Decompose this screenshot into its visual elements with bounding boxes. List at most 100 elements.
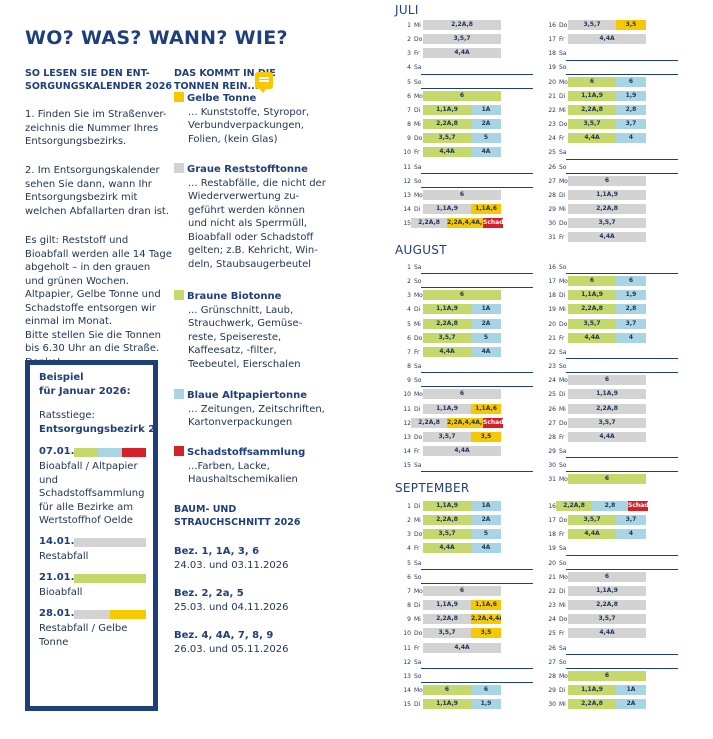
empty-day-line (421, 73, 533, 75)
color-bar-bio (74, 448, 98, 457)
weekday: Do (559, 121, 568, 129)
day-number: 17 (548, 36, 556, 44)
pickup-grau-segment: 6 (423, 189, 501, 200)
how-to-heading-line: SO LESEN SIE DEN ENT- (25, 68, 150, 79)
blue-square-icon (174, 389, 184, 399)
calendar-day-row: 7 Di 1,1A,9 1A (395, 104, 533, 117)
weekday: So (414, 278, 422, 286)
weekday: Sa (559, 447, 567, 455)
text-line: Schadstoffe entsorgen wir (25, 302, 156, 314)
day-number: 11 (403, 644, 411, 652)
empty-day-line (566, 273, 678, 275)
tree-entry-label: Bez. 1, 1A, 3, 6 (174, 546, 260, 557)
color-bar-papier (98, 448, 122, 457)
calendar-day-row: 3 Mo 6 (395, 289, 533, 302)
weekday: Sa (414, 163, 422, 171)
pickup-rot-segment: Schadst. (628, 501, 648, 511)
pickup-grun-segment: 4,4A (568, 133, 616, 144)
weekday: Mi (414, 616, 421, 624)
pickup-gelb-segment: 3,5 (616, 20, 646, 30)
day-number: 21 (548, 334, 556, 342)
weekday: Fr (414, 545, 420, 553)
pickup-grau-segment: 6 (568, 571, 646, 582)
text-line: STRAUCHSCHNITT 2026 (174, 517, 301, 528)
color-bar-schadstoff (122, 448, 146, 457)
pickup-grun-segment: 6 (423, 684, 471, 695)
weekday: Di (559, 391, 566, 399)
day-number: 10 (403, 391, 411, 399)
weekday: Mi (414, 320, 421, 328)
example-entry-text: Restabfall (39, 551, 89, 562)
text-line: Kaffeesatz, -filter, (188, 345, 277, 356)
pickup-grun-segment: 2,2A,8 (556, 501, 592, 511)
tree-entry: Bez. 2, 2a, 5 25.03. und 04.11.2026 (174, 587, 288, 614)
day-number: 28 (548, 672, 556, 680)
pickup-grun-segment: 2,2A,8 (423, 318, 471, 329)
weekday: Di (414, 205, 421, 213)
weekday: Fr (559, 334, 565, 342)
day-number: 6 (407, 334, 411, 342)
weekday: Mo (414, 92, 423, 100)
how-to-rules: Es gilt: Reststoff und Bioabfall werden … (25, 234, 172, 369)
calendar-day-row: 18 Fr 4,4A 4 (540, 528, 678, 541)
text-line: TONNEN REIN... (174, 81, 259, 92)
day-number: 25 (548, 391, 556, 399)
empty-day-line (421, 568, 533, 570)
pickup-blau-segment: 4 (616, 529, 646, 540)
pickup-grau-segment: 1,1A,9 (568, 189, 646, 200)
calendar-day-row: 16 So (540, 261, 678, 275)
weekday: Mo (559, 78, 568, 86)
day-number: 27 (548, 419, 556, 427)
text-line: 1. Finden Sie im Straßenver- (25, 109, 167, 120)
weekday: So (559, 658, 567, 666)
day-number: 19 (548, 64, 556, 72)
text-line: Haushaltschemikalien (188, 474, 298, 485)
calendar-day-row: 29 Sa (540, 445, 678, 459)
example-street: Ratsstiege: (39, 410, 95, 421)
pickup-grau-segment: 2,2A,8 (423, 20, 501, 30)
example-entry-text: Bioabfall (39, 587, 83, 598)
calendar-day-row: 11 Fr 4,4A (395, 642, 533, 655)
example-box: Beispiel für Januar 2026: Ratsstiege: En… (25, 360, 158, 711)
weekday: Mo (559, 177, 568, 185)
day-number: 12 (403, 419, 411, 427)
weekday: Sa (559, 149, 567, 157)
bin-altpapier: Blaue Altpapiertonne ... Zeitungen, Zeit… (174, 389, 325, 430)
pickup-gelb-segment: 3,5 (471, 628, 501, 639)
text-line: Strauchwerk, Gemüse- (188, 318, 303, 329)
pickup-grun-segment: 4,4A (568, 332, 616, 343)
calendar-day-row: 23 Do 3,5,7 3,7 (540, 118, 678, 131)
weekday: So (414, 377, 422, 385)
text-line: Schadstoffsammlung (39, 488, 145, 499)
pickup-blau-segment: 5 (471, 529, 501, 540)
text-line: welchen Abfallarten dran ist. (25, 205, 170, 217)
day-number: 8 (407, 121, 411, 129)
calendar-day-row: 30 Mi 2,2A,8 2A (540, 698, 678, 711)
pickup-gelb-segment: 1,1A,6 (471, 600, 501, 611)
empty-day-line (566, 158, 678, 160)
pickup-gelb-segment: 1,1A,6 (471, 403, 501, 414)
weekday: Do (414, 334, 423, 342)
text-line: und grünen Wochen. (25, 275, 129, 287)
weekday: Fr (414, 644, 420, 652)
tree-entry-label: Bez. 4, 4A, 7, 8, 9 (174, 630, 274, 641)
day-number: 6 (407, 573, 411, 581)
calendar-day-row: 27 Do 3,5,7 (540, 417, 678, 430)
weekday: So (414, 672, 422, 680)
calendar-day-row: 17 Do 3,5,7 3,7 (540, 514, 678, 527)
pickup-grun-segment: 1,1A,9 (568, 684, 616, 695)
weekday: Mi (559, 306, 566, 314)
day-number: 9 (407, 377, 411, 385)
weekday: Di (414, 602, 421, 610)
calendar-day-row: 15 Sa (395, 459, 533, 473)
calendar-day-row: 3 Fr 4,4A (395, 47, 533, 60)
day-number: 14 (403, 686, 411, 694)
text-line: Tonne (39, 636, 69, 648)
calendar-day-row: 4 Di 1,1A,9 1A (395, 303, 533, 316)
day-number: 7 (407, 348, 411, 356)
text-line: für Januar 2026: (39, 385, 131, 397)
day-number: 18 (548, 50, 556, 58)
text-line: sehen Sie dann, wann Ihr (25, 178, 152, 190)
day-number: 3 (407, 531, 411, 539)
calendar-day-row: 13 Do 3,5,7 3,5 (395, 431, 533, 444)
